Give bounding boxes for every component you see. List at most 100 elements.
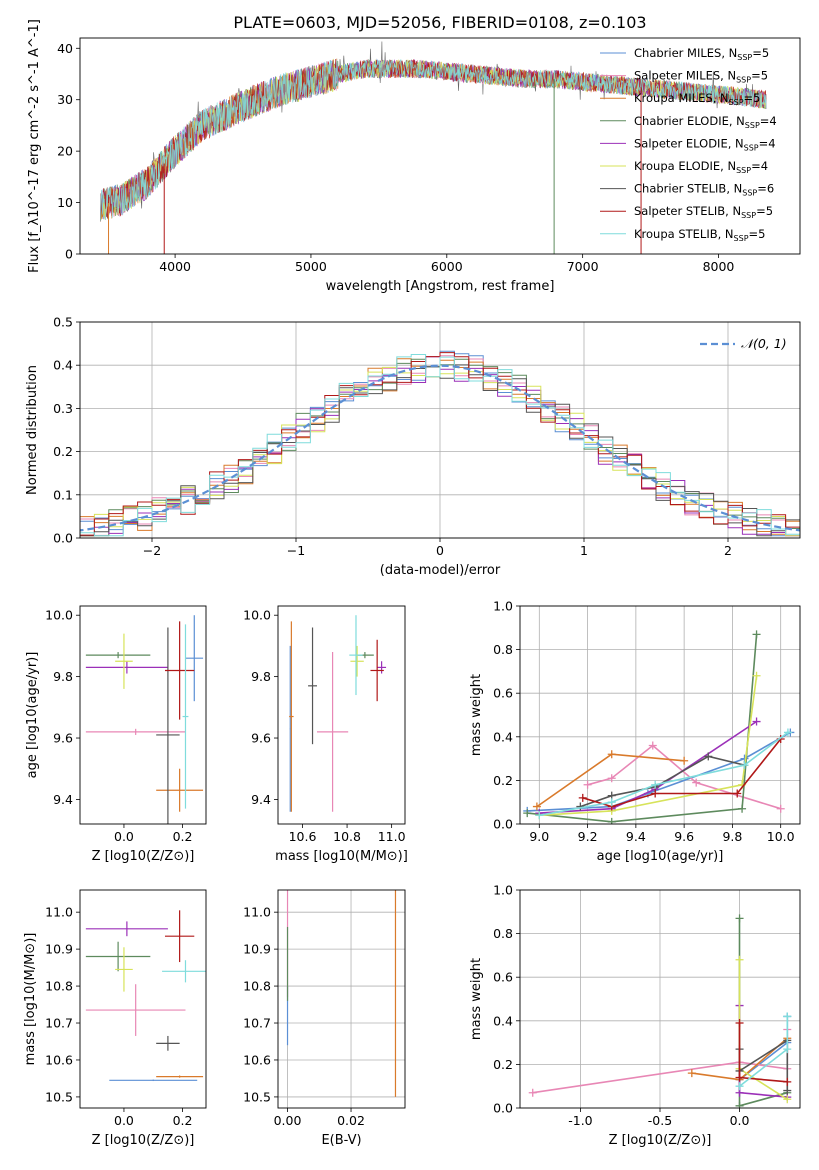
x-axis-label: Z [log10(Z/Z⊙)] (92, 1133, 195, 1148)
x-tick-label: 9.2 (578, 829, 598, 844)
mass-weight-marker (576, 802, 585, 811)
y-tick-label: 1.0 (493, 883, 513, 898)
mass-weight-line (539, 720, 758, 814)
y-axis-label: age [log10(age/yr)] (25, 652, 40, 779)
y-tick-label: 0.8 (493, 926, 513, 941)
legend-text: Kroupa ELODIE, N (634, 159, 736, 173)
axes-frame (79, 889, 207, 1109)
mass-weight-marker (735, 1018, 744, 1027)
y-axis-label: Flux [f_λ10^-17 erg cm^-2 s^-1 A^-1] (27, 19, 42, 273)
x-tick-label: -0.5 (648, 1113, 672, 1128)
age-vs-mass-panel: 10.6 10.8 11.0 9.4 9.6 9.8 10.0 mass [log10(M/M… (243, 605, 408, 864)
x-tick-label: 6000 (431, 259, 463, 274)
mass-weight-marker (735, 1082, 744, 1091)
y-tick-label: 0.6 (493, 970, 513, 985)
legend-value: =4 (760, 114, 777, 128)
y-tick-label: 20 (57, 144, 73, 159)
legend-value: =4 (751, 159, 768, 173)
legend-text: Salpeter ELODIE, N (634, 136, 744, 150)
legend-text: Salpeter STELIB, N (634, 204, 741, 218)
x-tick-label: 7000 (567, 259, 599, 274)
x-tick-label: -1.0 (568, 1113, 592, 1128)
axes-frame (519, 605, 801, 825)
mass-weight-marker (752, 671, 761, 680)
y-tick-label: 0.1 (53, 487, 73, 502)
legend-subscript: SSP (729, 98, 744, 107)
y-tick-label: 10.5 (243, 1089, 271, 1104)
legend-subscript: SSP (742, 189, 757, 198)
y-axis-label: Normed distribution (25, 365, 40, 495)
x-tick-label: 0.02 (337, 1113, 365, 1128)
plot-area (85, 910, 206, 1082)
x-tick-label: 9.4 (626, 829, 646, 844)
mass-weight-line (527, 634, 758, 823)
legend-value: =5 (744, 91, 761, 105)
y-tick-label: 30 (57, 92, 73, 107)
mass-weight-marker (583, 780, 592, 789)
y-tick-label: 0.8 (493, 642, 513, 657)
y-tick-label: 0.2 (493, 773, 513, 788)
x-axis-label: age [log10(age/yr)] (597, 849, 724, 864)
mass-weight-marker (735, 955, 744, 964)
mass-vs-Z-panel: 0.0 0.2 10.5 10.6 10.7 10.8 10.9 11.0 Z [log10(Z… (23, 889, 207, 1148)
y-tick-label: 0.4 (53, 358, 73, 373)
x-tick-label: 9.8 (722, 829, 742, 844)
x-tick-label: 0.2 (173, 1113, 193, 1128)
legend-subscript: SSP (736, 76, 751, 85)
legend-label: Kroupa MILES, NSSP=5 (634, 91, 760, 107)
legend-subscript: SSP (734, 234, 749, 243)
legend-subscript: SSP (736, 166, 751, 175)
mass-weight-marker (680, 756, 689, 765)
massweight-vs-Z-panel: -1.0 -0.5 0.0 0.0 0.2 0.4 0.6 0.8 1.0 Z [log10(Z/… (469, 883, 801, 1148)
residual-histogram (80, 364, 800, 537)
mass-vs-EBV-panel: 0.00 0.02 10.5 10.6 10.7 10.8 10.9 11.0 E(B-V) (243, 889, 406, 1148)
mass-weight-marker (523, 809, 532, 818)
axes-frame (79, 605, 207, 825)
mass-weight-marker (783, 1086, 792, 1095)
y-tick-label: 11.0 (243, 905, 271, 920)
x-axis-label: wavelength [Angstrom, rest frame] (326, 279, 555, 294)
legend-text: Kroupa MILES, N (634, 91, 729, 105)
mass-weight-marker (783, 1077, 792, 1086)
mass-weight-marker (607, 817, 616, 824)
x-axis-label: Z [log10(Z/Z⊙)] (92, 849, 195, 864)
mass-weight-marker (740, 761, 749, 770)
mass-weight-marker (648, 741, 657, 750)
legend-label: Salpeter ELODIE, NSSP=4 (634, 136, 776, 152)
y-tick-label: 10.6 (45, 1052, 73, 1067)
mass-weight-marker (752, 717, 761, 726)
y-tick-label: 9.8 (53, 669, 73, 684)
mass-weight-marker (651, 780, 660, 789)
y-tick-label: 9.8 (251, 669, 271, 684)
mass-weight-marker (752, 630, 761, 639)
legend-label: Chabrier MILES, NSSP=5 (634, 46, 769, 62)
x-tick-label: 9.6 (674, 829, 694, 844)
x-axis-label: (data-model)/error (380, 563, 501, 578)
mass-weight-marker (776, 804, 785, 813)
y-tick-label: 0.0 (53, 531, 73, 546)
x-tick-label: 2 (724, 543, 732, 558)
spectrum-panel: 4000 5000 6000 7000 8000 0 10 20 30 40 wavelength … (27, 19, 801, 294)
x-tick-label: −1 (287, 543, 305, 558)
legend-text: Salpeter MILES, N (634, 69, 736, 83)
legend-text: Chabrier ELODIE, N (634, 114, 745, 128)
spectrum-line (100, 59, 767, 222)
y-tick-label: 10.7 (45, 1016, 73, 1031)
y-tick-label: 0.4 (493, 729, 513, 744)
y-tick-label: 10.7 (243, 1016, 271, 1031)
plot-area (528, 914, 792, 1108)
mass-weight-marker (607, 798, 616, 807)
plot-area (289, 615, 387, 812)
y-axis-label: mass weight (469, 674, 484, 756)
residuals-panel: −2 −1 0 1 2 0.0 0.1 0.2 0.3 0.4 0.5 (data-model)/er… (25, 315, 801, 578)
x-tick-label: 10.0 (767, 829, 795, 844)
y-tick-label: 10.6 (243, 1052, 271, 1067)
x-tick-label: 0.0 (114, 1113, 134, 1128)
y-tick-label: 0.0 (493, 1101, 513, 1116)
x-tick-label: 0.2 (173, 829, 193, 844)
legend-text: Chabrier MILES, N (634, 46, 737, 60)
y-tick-label: 9.4 (251, 792, 271, 807)
y-tick-label: 0.2 (53, 444, 73, 459)
legend-label: Chabrier STELIB, NSSP=6 (634, 182, 774, 198)
